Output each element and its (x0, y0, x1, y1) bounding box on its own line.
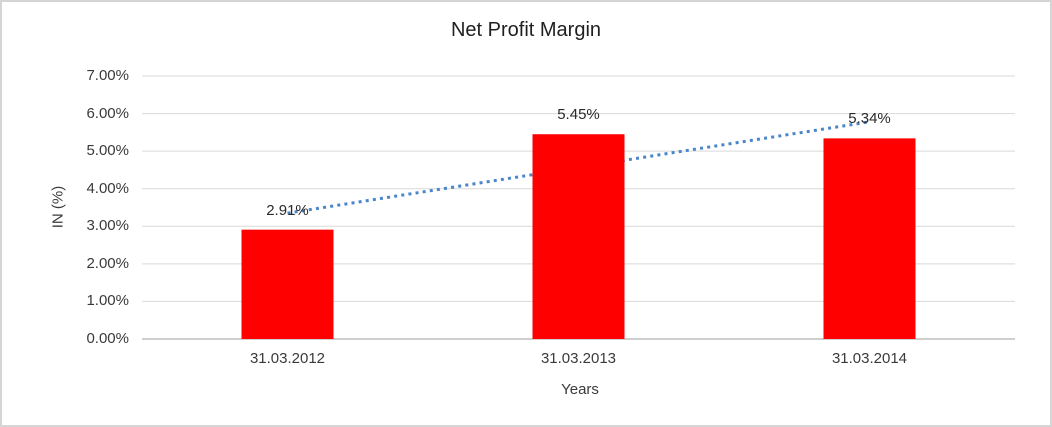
bar-31.03.2012 (241, 229, 334, 339)
y-tick-label: 5.00% (86, 142, 129, 160)
y-tick-label: 0.00% (86, 330, 129, 347)
x-tick-label: 31.03.2012 (249, 350, 326, 367)
y-tick-label: 7.00% (86, 67, 129, 84)
x-axis-title: Years (561, 381, 599, 398)
y-tick-label: 4.00% (86, 179, 129, 197)
y-tick-label: 1.00% (86, 292, 129, 310)
y-tick-label: 2.00% (86, 254, 129, 272)
y-tick-label: 6.00% (86, 104, 129, 122)
data-label: 5.34% (848, 110, 891, 128)
bar-31.03.2013 (532, 134, 625, 339)
x-tick-label: 31.03.2013 (540, 350, 617, 367)
chart-title: Net Profit Margin (450, 19, 602, 41)
data-label: 5.45% (557, 106, 600, 124)
y-tick-label: 3.00% (86, 217, 129, 235)
trendline (287, 120, 870, 215)
x-tick-label: 31.03.2014 (831, 350, 908, 367)
data-label: 2.91% (266, 201, 309, 219)
bar-31.03.2014 (823, 138, 916, 339)
